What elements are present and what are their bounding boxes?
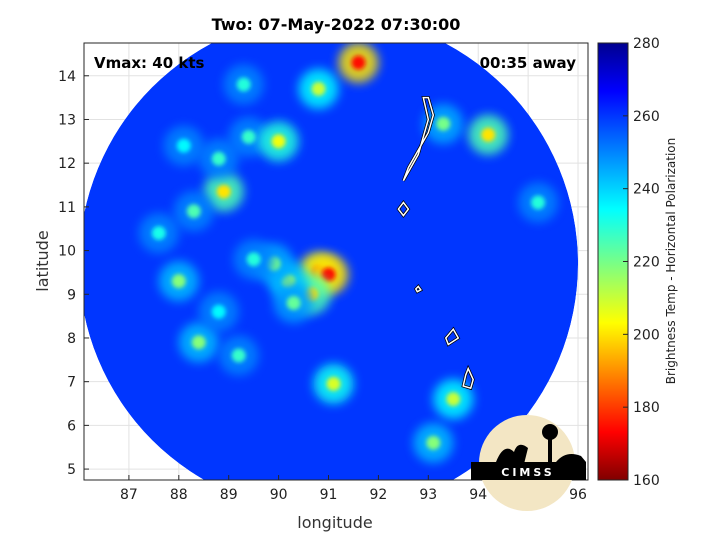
tb-feature bbox=[186, 204, 201, 219]
away-label: 00:35 away bbox=[480, 54, 577, 72]
tb-feature bbox=[286, 296, 301, 311]
tb-feature bbox=[426, 435, 441, 450]
land-outline bbox=[444, 327, 460, 346]
tb-feature bbox=[231, 348, 246, 363]
land-contours bbox=[396, 96, 475, 391]
tb-feature bbox=[321, 267, 336, 282]
logo-base bbox=[471, 462, 586, 480]
tb-feature bbox=[436, 116, 451, 131]
land-outline bbox=[397, 201, 410, 217]
tb-feature bbox=[246, 252, 261, 267]
swath-group bbox=[84, 43, 579, 480]
tb-feature bbox=[351, 55, 366, 70]
tb-feature bbox=[176, 138, 191, 153]
cimss-logo: CIMSS bbox=[471, 415, 586, 511]
x-axis-label: longitude bbox=[297, 513, 372, 532]
colorbar-tick-label: 260 bbox=[633, 109, 660, 125]
tb-feature bbox=[171, 274, 186, 289]
y-axis-label: latitude bbox=[33, 230, 52, 291]
colorbar-tick-label: 160 bbox=[633, 473, 660, 489]
y-tick-label: 10 bbox=[58, 244, 76, 260]
tb-feature bbox=[241, 129, 256, 144]
logo-text: CIMSS bbox=[501, 466, 554, 479]
colorbar-tick-label: 220 bbox=[633, 255, 660, 271]
tb-feature bbox=[191, 335, 206, 350]
land-outline bbox=[462, 366, 474, 390]
x-tick-label: 88 bbox=[170, 487, 188, 503]
y-tick-label: 7 bbox=[67, 375, 76, 391]
x-tick-label: 92 bbox=[370, 487, 388, 503]
colorbar-tick-label: 200 bbox=[633, 327, 660, 343]
tb-feature bbox=[211, 304, 226, 319]
x-tick-label: 94 bbox=[469, 487, 487, 503]
y-tick-label: 13 bbox=[58, 112, 76, 128]
tb-feature bbox=[326, 376, 341, 391]
tb-feature bbox=[531, 195, 546, 210]
x-tick-label: 89 bbox=[220, 487, 238, 503]
tb-feature bbox=[236, 77, 251, 92]
tb-feature bbox=[311, 81, 326, 96]
y-tick-label: 12 bbox=[58, 156, 76, 172]
tb-feature bbox=[216, 184, 231, 199]
tb-feature bbox=[271, 134, 286, 149]
land-outline bbox=[414, 285, 422, 293]
x-tick-label: 87 bbox=[120, 487, 138, 503]
y-tick-label: 8 bbox=[67, 331, 76, 347]
tb-feature bbox=[481, 127, 496, 142]
tb-features bbox=[138, 43, 559, 463]
tb-feature bbox=[446, 392, 461, 407]
colorbar-tick-label: 280 bbox=[633, 36, 660, 52]
colorbar-tick-label: 180 bbox=[633, 400, 660, 416]
axes-frame bbox=[83, 42, 589, 481]
colorbar-ticks: 160 180 200 220 240 260 280 bbox=[623, 36, 660, 489]
logo-dish-icon bbox=[496, 444, 528, 464]
y-tick-label: 5 bbox=[67, 462, 76, 478]
y-tick-label: 14 bbox=[58, 69, 76, 85]
y-tick-label: 11 bbox=[58, 200, 76, 216]
tb-feature bbox=[211, 151, 226, 166]
chart-title: Two: 07-May-2022 07:30:00 bbox=[212, 15, 461, 34]
y-tick-label: 6 bbox=[67, 418, 76, 434]
colorbar-tick-label: 240 bbox=[633, 182, 660, 198]
land-outline bbox=[402, 96, 435, 182]
y-ticks: 5 6 7 8 9 10 11 12 13 14 bbox=[58, 69, 89, 478]
x-tick-label: 91 bbox=[320, 487, 338, 503]
x-tick-label: 90 bbox=[270, 487, 288, 503]
logo-tower-icon bbox=[542, 424, 558, 440]
colorbar-label: Brightness Temp - Horizontal Polarizatio… bbox=[664, 138, 678, 385]
tb-feature bbox=[151, 226, 166, 241]
y-tick-label: 9 bbox=[67, 287, 76, 303]
x-tick-label: 96 bbox=[569, 487, 587, 503]
vmax-label: Vmax: 40 kts bbox=[94, 54, 204, 72]
x-tick-label: 93 bbox=[419, 487, 437, 503]
